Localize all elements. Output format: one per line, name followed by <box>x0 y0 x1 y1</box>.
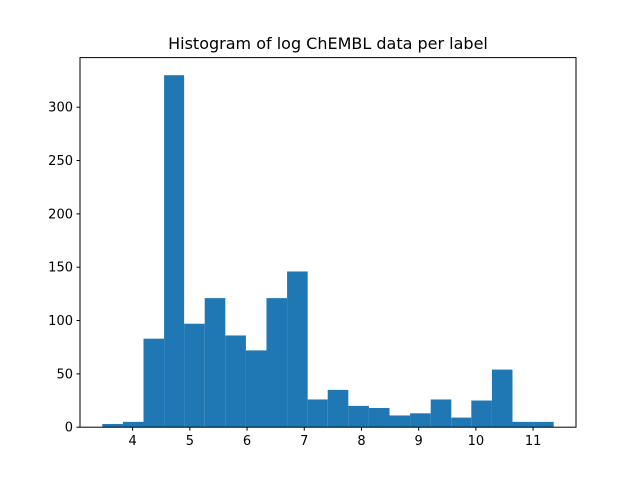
bar <box>307 399 328 428</box>
chart-title: Histogram of log ChEMBL data per label <box>168 34 488 53</box>
bar <box>512 421 534 428</box>
bar <box>533 421 554 428</box>
bar <box>410 413 431 428</box>
y-tick-label: 200 <box>48 207 73 222</box>
x-tick-label: 6 <box>243 434 251 449</box>
bar <box>368 408 390 428</box>
x-tick-label: 5 <box>186 434 194 449</box>
x-tick-label: 4 <box>128 434 136 449</box>
bar <box>389 415 411 428</box>
bar <box>143 338 165 428</box>
y-tick-label: 0 <box>65 421 73 436</box>
x-tick-label: 10 <box>468 434 485 449</box>
y-tick-label: 300 <box>48 101 73 116</box>
bar <box>245 350 267 428</box>
bar <box>225 335 246 428</box>
bar <box>491 369 513 428</box>
bar <box>327 389 349 428</box>
y-tick-label: 100 <box>48 314 73 329</box>
bar <box>287 271 308 428</box>
y-tick-label: 150 <box>48 261 73 276</box>
bar <box>122 421 144 428</box>
bar <box>184 323 205 428</box>
bar <box>471 400 492 428</box>
axes-frame <box>79 57 577 428</box>
bar <box>348 405 369 428</box>
x-tick-label: 7 <box>300 434 308 449</box>
bar <box>102 424 123 428</box>
y-tick-label: 50 <box>56 367 73 382</box>
x-tick-label: 8 <box>357 434 365 449</box>
x-tick-label: 11 <box>525 434 542 449</box>
y-tick-label: 250 <box>48 154 73 169</box>
bar <box>430 399 452 428</box>
bar <box>164 75 185 428</box>
bar <box>451 417 472 428</box>
x-tick-label: 9 <box>415 434 423 449</box>
bar <box>204 298 226 428</box>
bar <box>266 298 288 428</box>
